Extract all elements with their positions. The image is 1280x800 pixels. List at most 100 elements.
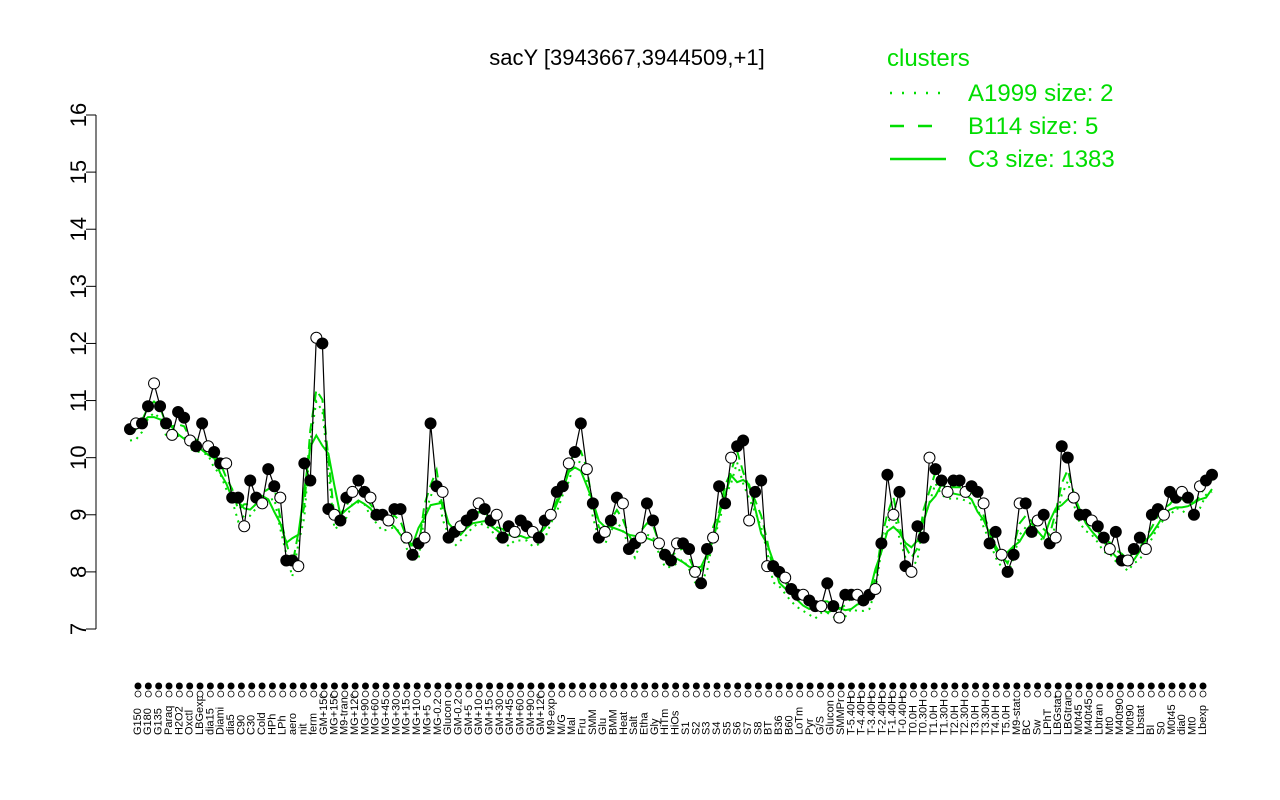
data-point bbox=[598, 525, 611, 538]
x-marker-solid bbox=[444, 682, 452, 690]
x-marker-open bbox=[692, 690, 700, 698]
x-tick-label: GM+45 bbox=[504, 699, 516, 735]
x-tick-label: H2O2 bbox=[173, 706, 185, 735]
data-point bbox=[604, 514, 617, 527]
x-marker-solid bbox=[599, 682, 607, 690]
y-tick-label: 10 bbox=[66, 445, 91, 469]
x-marker-open bbox=[424, 690, 431, 698]
x-marker-open bbox=[961, 690, 969, 698]
x-marker-open bbox=[1127, 690, 1135, 698]
x-marker-solid bbox=[1096, 682, 1104, 690]
data-point bbox=[917, 531, 930, 544]
x-marker-solid bbox=[475, 682, 483, 690]
x-marker-open bbox=[382, 690, 390, 698]
y-tick-label: 13 bbox=[66, 274, 91, 298]
x-marker-open bbox=[206, 690, 214, 698]
data-point bbox=[1109, 525, 1122, 538]
data-point bbox=[142, 400, 155, 413]
x-tick-label: Lbstat bbox=[1135, 705, 1147, 735]
points-layer bbox=[124, 331, 1218, 624]
x-tick-label: BI bbox=[1145, 725, 1157, 735]
x-marker-solid bbox=[847, 682, 855, 690]
x-marker-solid bbox=[1013, 682, 1021, 690]
x-marker-open bbox=[269, 690, 276, 698]
x-marker-solid bbox=[796, 682, 804, 690]
x-tick-label: HPh bbox=[266, 714, 278, 735]
x-marker-solid bbox=[144, 682, 152, 690]
data-point bbox=[178, 411, 191, 424]
x-tick-label: LBGtran bbox=[1062, 694, 1074, 735]
data-point bbox=[400, 531, 413, 544]
x-marker-solid bbox=[682, 682, 690, 690]
x-marker-solid bbox=[1147, 682, 1155, 690]
x-marker-solid bbox=[351, 682, 359, 690]
x-marker-open bbox=[134, 690, 142, 698]
x-tick-label: S0 bbox=[1156, 722, 1168, 735]
data-point bbox=[929, 463, 942, 476]
x-tick-label: GM+120 bbox=[535, 693, 547, 736]
series-line-solid bbox=[129, 416, 1213, 614]
x-marker-open bbox=[713, 690, 721, 698]
data-point bbox=[725, 451, 738, 464]
x-tick-label: G150 bbox=[132, 708, 144, 735]
x-tick-label: S5 bbox=[721, 722, 733, 735]
data-point bbox=[713, 480, 726, 493]
x-marker-solid bbox=[992, 682, 1000, 690]
x-marker-solid bbox=[744, 682, 752, 690]
x-marker-open bbox=[444, 690, 452, 698]
data-point bbox=[737, 434, 750, 447]
x-marker-open bbox=[506, 690, 514, 698]
x-marker-solid bbox=[289, 682, 297, 690]
x-marker-solid bbox=[134, 682, 142, 690]
x-tick-label: Pyr bbox=[804, 718, 816, 735]
x-marker-open bbox=[372, 690, 380, 698]
data-point bbox=[298, 457, 311, 470]
data-point bbox=[574, 417, 587, 430]
x-tick-label: Oxctl bbox=[184, 710, 196, 735]
data-point bbox=[190, 440, 203, 453]
x-marker-open bbox=[817, 690, 824, 698]
x-marker-open bbox=[899, 690, 907, 698]
x-marker-open bbox=[1106, 690, 1114, 698]
data-point bbox=[1037, 508, 1050, 521]
data-point bbox=[1133, 531, 1146, 544]
x-marker-solid bbox=[734, 682, 742, 690]
x-tick-label: Paraq bbox=[163, 706, 175, 735]
x-marker-solid bbox=[899, 682, 907, 690]
x-tick-label: T1.0H bbox=[928, 705, 940, 735]
x-marker-solid bbox=[816, 682, 824, 690]
x-marker-open bbox=[362, 690, 369, 698]
x-marker-solid bbox=[496, 682, 504, 690]
x-marker-open bbox=[455, 690, 462, 698]
x-marker-solid bbox=[361, 682, 369, 690]
x-marker-open bbox=[186, 690, 194, 698]
x-marker-open bbox=[579, 690, 587, 698]
data-point bbox=[556, 480, 569, 493]
x-marker-solid bbox=[424, 682, 432, 690]
x-marker-solid bbox=[703, 682, 711, 690]
x-tick-label: nit bbox=[297, 723, 309, 735]
x-tick-label: GM+90 bbox=[525, 699, 537, 735]
x-marker-solid bbox=[837, 682, 845, 690]
x-marker-solid bbox=[517, 682, 525, 690]
data-point bbox=[382, 514, 395, 527]
data-point bbox=[166, 428, 179, 441]
x-marker-solid bbox=[217, 682, 225, 690]
data-point bbox=[208, 445, 221, 458]
x-marker-open bbox=[661, 690, 669, 698]
data-point bbox=[532, 531, 545, 544]
x-marker-open bbox=[1178, 690, 1186, 698]
x-tick-label: BMM bbox=[608, 709, 620, 735]
x-marker-solid bbox=[692, 682, 700, 690]
x-tick-label: dia0 bbox=[1176, 714, 1188, 735]
x-marker-open bbox=[434, 690, 442, 698]
x-marker-open bbox=[486, 690, 493, 698]
x-marker-open bbox=[217, 690, 225, 698]
x-marker-solid bbox=[1075, 682, 1083, 690]
x-tick-label: Diami bbox=[215, 707, 227, 735]
x-tick-label: G180 bbox=[142, 708, 154, 735]
x-tick-label: Gly bbox=[649, 718, 661, 735]
x-tick-label: MG+60 bbox=[370, 699, 382, 735]
x-marker-solid bbox=[1127, 682, 1135, 690]
